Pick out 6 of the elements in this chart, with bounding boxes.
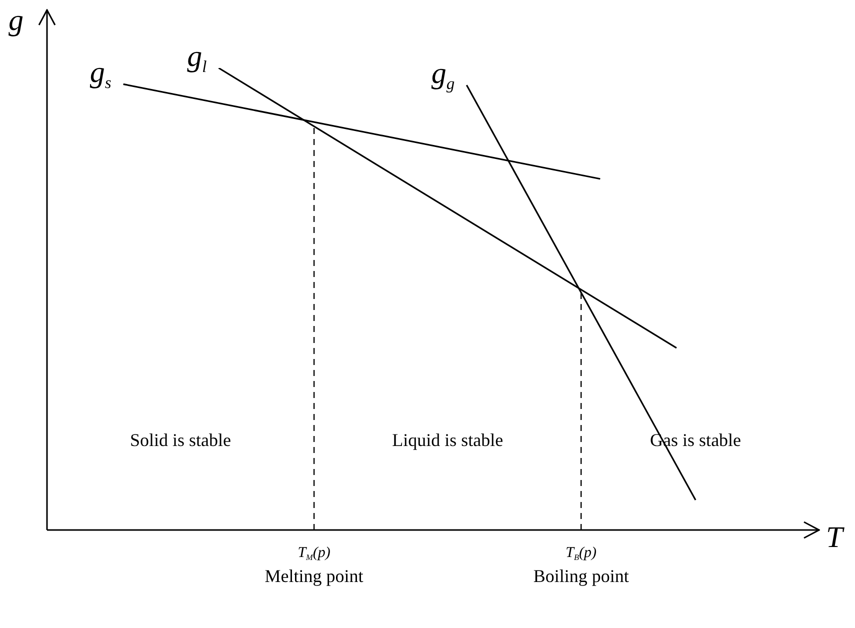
ref-line-label: Melting point [264,566,364,586]
y-axis-title: g [8,4,24,37]
ref-line-label: Boiling point [533,566,629,586]
annotation: Liquid is stable [392,430,504,450]
annotation: Solid is stable [130,430,232,450]
x-axis-title: T [826,521,845,554]
